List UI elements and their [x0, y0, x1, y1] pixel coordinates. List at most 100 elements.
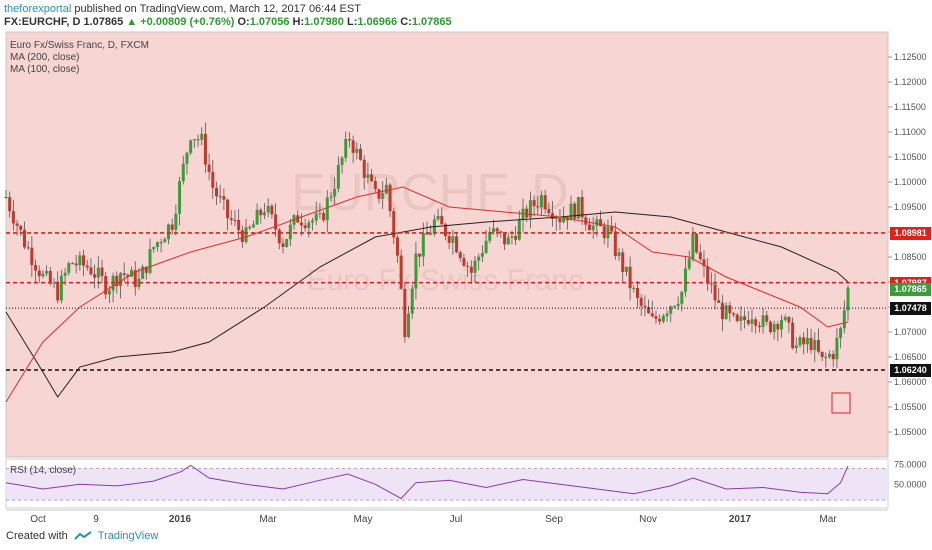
candle-body [647, 306, 651, 314]
candle-body [698, 252, 702, 260]
candle-body [192, 139, 196, 141]
candle-body [691, 233, 695, 259]
candle-body [517, 219, 521, 240]
candle-body [794, 345, 798, 349]
candle-body [706, 266, 710, 284]
candle-body [846, 287, 850, 311]
candle-body [314, 213, 318, 221]
close-value: 1.07865 [411, 16, 452, 28]
candle-body [558, 218, 562, 223]
candle-body [141, 266, 145, 279]
candle-body [503, 232, 507, 245]
candle-body [251, 224, 255, 228]
high-label: H: [292, 16, 305, 28]
candle-body [347, 139, 351, 141]
candle-body [580, 197, 584, 218]
candle-body [4, 197, 8, 198]
candle-body [743, 316, 747, 321]
y-tick-label: 1.06000 [894, 377, 927, 387]
candle-body [118, 273, 122, 287]
candle-body [362, 159, 366, 178]
candle-body [93, 274, 97, 278]
candle-body [702, 259, 706, 267]
candle-body [816, 340, 820, 352]
watermark-name: Euro Fx/Swiss Franc [307, 264, 584, 297]
candle-body [15, 223, 19, 226]
candle-body [624, 266, 628, 273]
candle-body [746, 320, 750, 324]
candle-body [281, 243, 285, 247]
candle-body [735, 314, 739, 322]
candle-body [639, 297, 643, 306]
candle-body [355, 148, 359, 153]
candle-body [643, 305, 647, 307]
candle-body [599, 219, 603, 227]
candle-body [813, 340, 817, 351]
chart-legend-title: Euro Fx/Swiss Franc, D, FXCM [10, 40, 149, 51]
candle-body [776, 324, 780, 330]
candle-body [842, 310, 846, 329]
candle-body [163, 239, 167, 243]
candle-body [11, 211, 15, 224]
x-tick-label: 2016 [169, 514, 192, 525]
tradingview-brand[interactable]: TradingView [97, 530, 159, 542]
candle-body [333, 188, 337, 197]
candle-body [211, 172, 215, 188]
candle-body [739, 316, 743, 322]
candle-body [59, 275, 63, 301]
candle-body [45, 271, 49, 274]
candle-body [166, 224, 170, 240]
candle-body [200, 133, 204, 140]
candle-body [809, 337, 813, 351]
candle-body [628, 266, 632, 289]
author-link[interactable]: theforexportal [4, 3, 72, 15]
candle-body [303, 225, 307, 229]
candle-body [554, 218, 558, 220]
candle-body [377, 189, 381, 199]
y-tick-label: 1.05000 [894, 427, 927, 437]
candle-body [288, 224, 292, 240]
y-tick-label: 1.11000 [894, 127, 926, 137]
candle-body [687, 258, 691, 269]
ma100-legend[interactable]: MA (100, close) [10, 64, 80, 75]
y-tick-label: 1.06500 [894, 352, 927, 362]
candle-body [650, 313, 654, 317]
candle-body [222, 196, 226, 200]
candle-body [248, 227, 252, 229]
candle-body [587, 224, 591, 231]
candle-body [403, 288, 407, 337]
candle-body [181, 163, 185, 182]
candle-body [137, 278, 141, 287]
candle-body [189, 140, 193, 153]
candle-body [34, 264, 38, 271]
candle-body [41, 273, 45, 277]
candle-body [148, 249, 152, 273]
candle-body [425, 233, 429, 235]
rsi-legend[interactable]: RSI (14, close) [10, 465, 77, 476]
candle-body [203, 133, 207, 165]
candle-body [750, 319, 754, 324]
candle-body [484, 240, 488, 253]
candle-body [839, 328, 843, 338]
candle-body [381, 193, 385, 199]
rsi-line [5, 464, 849, 500]
candle-body [632, 288, 636, 290]
candle-body [772, 324, 776, 333]
candle-body [215, 187, 218, 197]
low-value: 1.06966 [357, 16, 398, 28]
candle-body [48, 271, 52, 284]
candle-body [85, 265, 89, 268]
candle-body [277, 229, 281, 244]
candle-body [661, 315, 665, 322]
candle-body [684, 268, 688, 292]
candle-body [458, 252, 462, 259]
candle-body [499, 231, 503, 233]
ma200-legend[interactable]: MA (200, close) [10, 52, 80, 63]
candle-body [240, 230, 244, 242]
candle-body [270, 205, 274, 215]
candle-body [665, 313, 669, 316]
candle-body [617, 252, 621, 256]
candle-body [720, 302, 724, 320]
candle-body [266, 205, 270, 213]
